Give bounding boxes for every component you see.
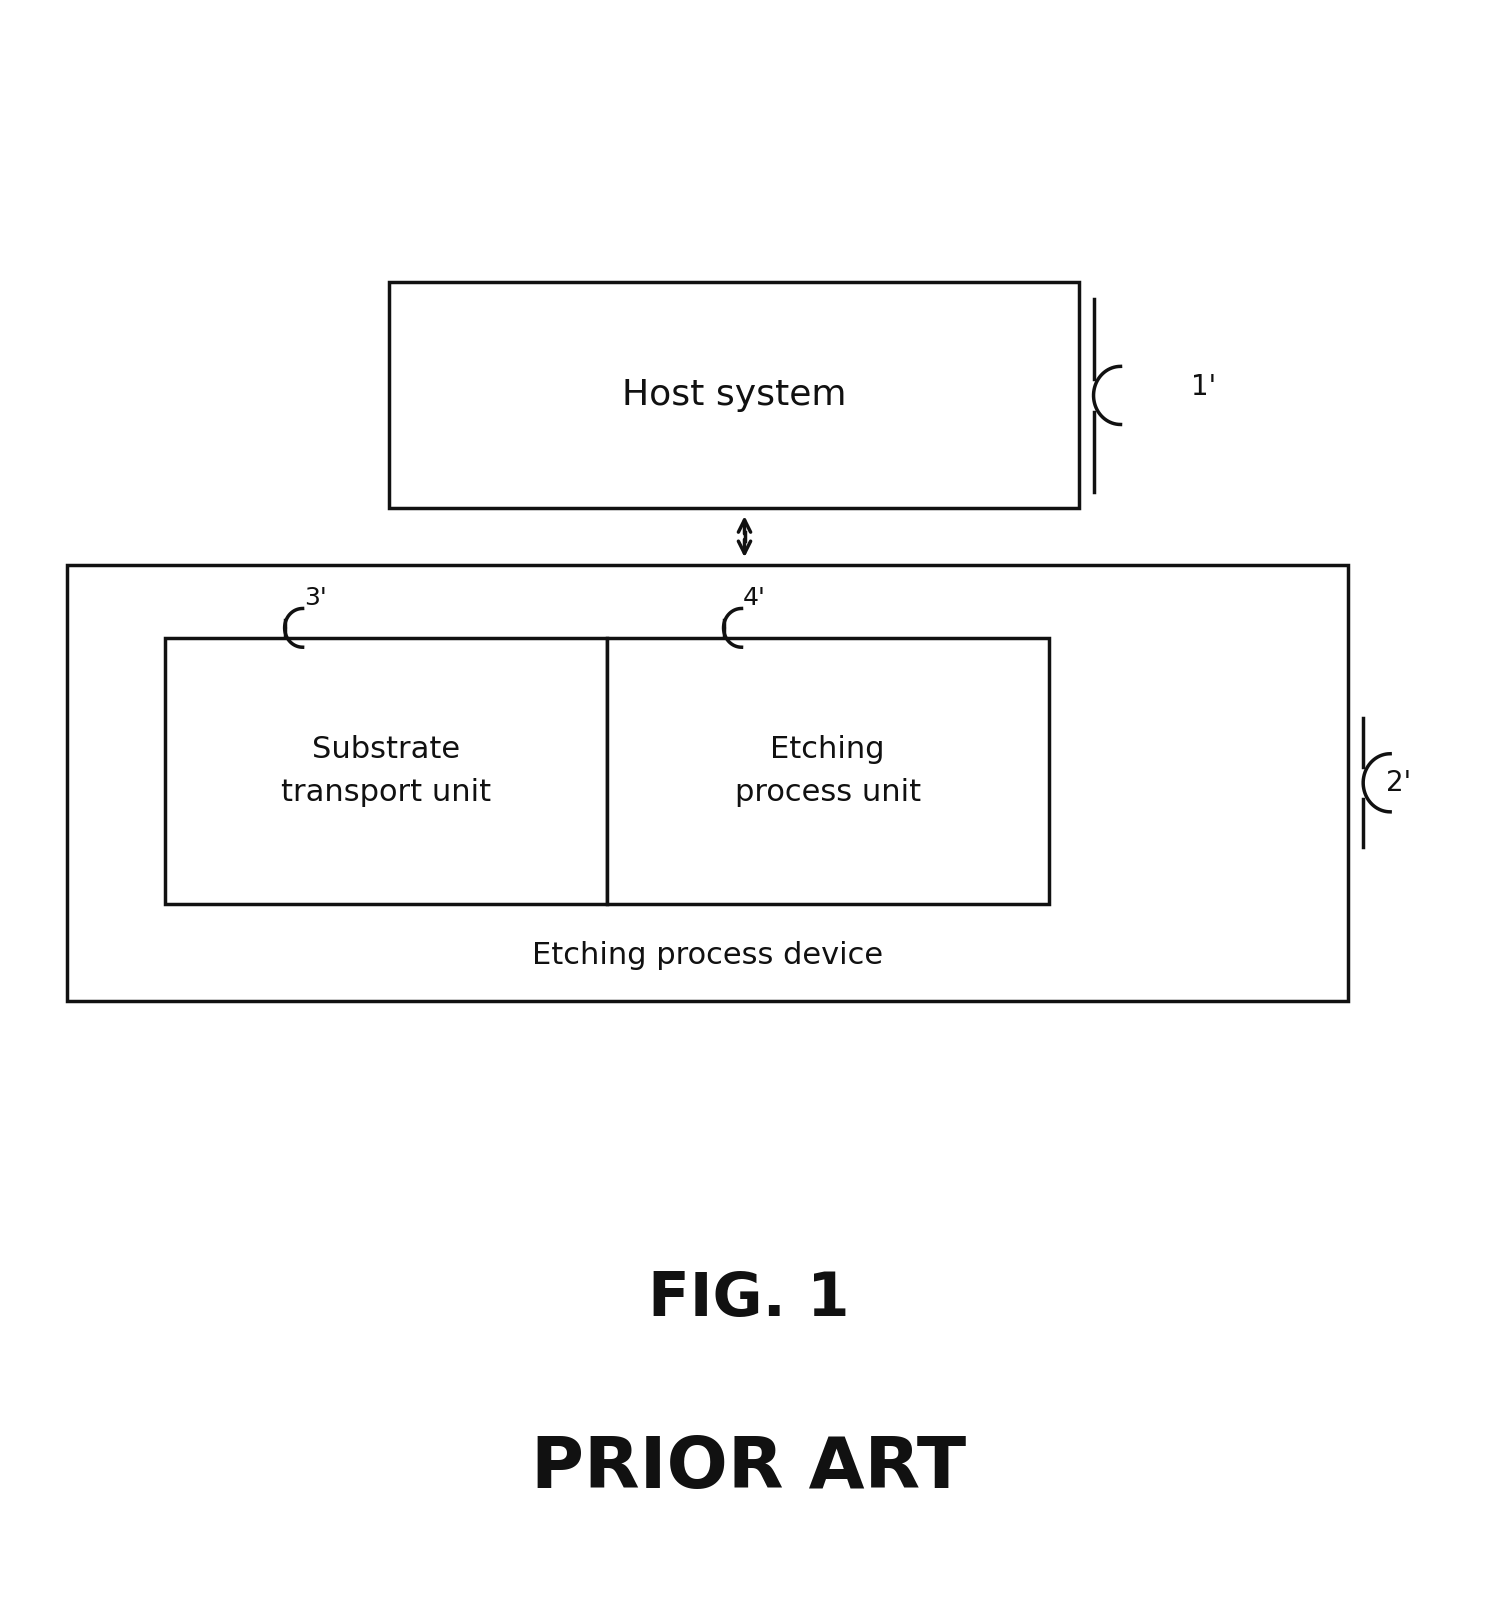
Text: Host system: Host system bbox=[622, 378, 846, 413]
Text: Substrate
transport unit: Substrate transport unit bbox=[280, 734, 491, 807]
Text: 4': 4' bbox=[743, 586, 765, 610]
Text: PRIOR ART: PRIOR ART bbox=[532, 1435, 966, 1503]
Text: FIG. 1: FIG. 1 bbox=[649, 1270, 849, 1328]
Text: Etching process device: Etching process device bbox=[532, 941, 884, 970]
Bar bbox=[607, 638, 1049, 904]
Text: Etching
process unit: Etching process unit bbox=[734, 734, 921, 807]
Bar bbox=[389, 282, 1079, 508]
Bar bbox=[165, 638, 607, 904]
Text: 2': 2' bbox=[1386, 768, 1411, 797]
Bar bbox=[67, 565, 1348, 1001]
Text: 1': 1' bbox=[1191, 373, 1216, 402]
Text: 3': 3' bbox=[304, 586, 327, 610]
